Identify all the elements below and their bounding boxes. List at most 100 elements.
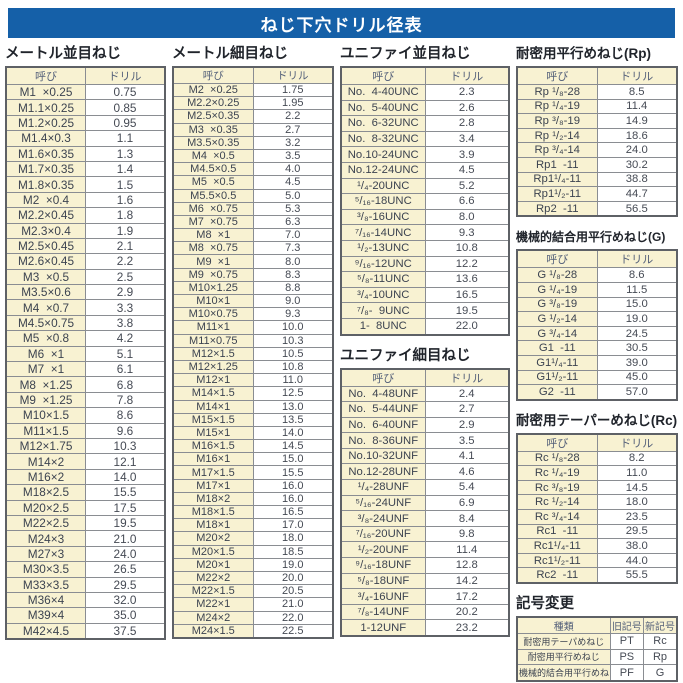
drill-value-cell: 13.5 [252,412,334,427]
drill-value-cell: 16.5 [252,504,334,520]
drill-value-cell: 2.6 [424,99,510,117]
drill-value-cell: 3.3 [85,299,166,316]
table-row: M24×3 21.0 [5,530,166,547]
thread-name-cell: M11×1.5 [5,422,86,439]
table-row: ³/₄-10UNC 16.5 [340,286,510,304]
table-row: Rc1 -11 29.5 [516,523,678,540]
thread-name-cell: M7 ×0.75 [172,214,254,230]
drill-value-cell: 14.9 [596,113,678,129]
thread-name-cell: M1.2×0.25 [5,114,86,132]
table-row: G2 -11 57.0 [516,384,678,401]
column-header: ドリル [424,368,510,387]
thread-name-cell: M1.8×0.35 [5,176,86,193]
drill-value-cell: 2.7 [424,401,510,418]
table-row: No. 6-40UNF 2.9 [340,416,510,434]
column-header: 呼び [340,66,426,85]
drill-value-cell: 7.8 [85,391,166,409]
header-row: 呼び ドリル [516,249,678,269]
header-row: 呼び ドリル [5,66,166,85]
table-row: Rp2 -11 56.5 [516,200,678,217]
metric-fine-table: 呼び ドリル M2 ×0.25 1.75 M2.2×0.25 1.95 M2.5×0.35 2… [172,66,334,639]
thread-name-cell: M5 ×0.8 [5,330,86,347]
drill-value-cell: 18.5 [252,544,334,559]
thread-name-cell: ⁵/₈-18UNF [340,572,426,590]
drill-value-cell: 11.4 [596,98,678,115]
drill-value-cell: Rp [643,648,678,666]
metric-coarse-section: メートル並目ねじ 呼び ドリル M1 ×0.25 0.75 M1.1×0.25 0.85 M… [5,44,166,641]
table-row: M20×2.5 17.5 [5,499,166,516]
drill-value-cell: 9.3 [424,224,510,241]
thread-name-cell: M9 ×1 [172,254,254,269]
drill-value-cell: 30.5 [596,340,678,356]
drill-value-cell: 9.8 [424,525,510,543]
table-row: M7 ×1 6.1 [5,361,166,378]
drill-value-cell: 32.0 [85,591,166,609]
drill-value-cell: 15.0 [596,296,678,313]
thread-name-cell: ⁵/₁₆-18UNC [340,193,426,210]
thread-name-cell: M5 ×0.5 [172,175,254,190]
thread-name-cell: ¹/₂-20UNF [340,541,426,559]
drill-value-cell: 9.6 [85,422,166,439]
table-row: G ³/₄-14 24.5 [516,325,678,342]
drill-value-cell: 13.6 [424,271,510,288]
drill-value-cell: 4.1 [424,447,510,465]
drill-value-cell: 14.5 [596,479,678,496]
table-row: Rp ¹/₂-14 18.6 [516,127,678,144]
thread-name-cell: No.10-32UNF [340,447,426,465]
thread-name-cell: M6 ×0.75 [172,201,254,216]
header-row: 呼び ドリル [340,368,510,387]
thread-name-cell: M8 ×1.25 [5,376,86,393]
table-row: Rc1¹/₄-11 38.0 [516,538,678,554]
table-row: M14×1.5 12.5 [172,386,334,401]
drill-value-cell: 11.0 [596,465,678,481]
drill-value-cell: 22.0 [252,610,334,625]
thread-name-cell: M2.5×0.35 [172,109,254,124]
table-row: M3 ×0.35 2.7 [172,122,334,137]
thread-name-cell: M12×1 [172,373,254,388]
thread-name-cell: M24×2 [172,610,254,625]
thread-name-cell: No.12-28UNF [340,463,426,481]
thread-name-cell: M5.5×0.5 [172,188,254,203]
drill-value-cell: 1.95 [252,96,334,111]
drill-value-cell: 1.5 [85,176,166,193]
table-row: No.12-24UNC 4.5 [340,161,510,179]
table-row: ³/₈-24UNF 8.4 [340,510,510,527]
thread-name-cell: ³/₄-10UNC [340,286,426,304]
table-row: 耐密用テーパめねじ PT Rc [516,633,678,650]
thread-name-cell: Rc1¹/₄-11 [516,538,598,554]
thread-name-cell: G ¹/₈-28 [516,267,598,283]
drill-value-cell: 9.0 [252,293,334,309]
drill-value-cell: 9.3 [252,307,334,322]
drill-value-cell: Rc [643,633,678,650]
table-row: 耐密用平行めねじ PS Rp [516,648,678,666]
table-row: M2 ×0.25 1.75 [172,82,334,98]
thread-name-cell: M16×1 [172,452,254,467]
table-row: M27×3 24.0 [5,545,166,563]
table-row: M16×2 14.0 [5,468,166,486]
thread-name-cell: M12×1.75 [5,437,86,455]
table-row: M4 ×0.7 3.3 [5,299,166,316]
column-header: 呼び [516,66,598,85]
table-row: M8 ×1 7.0 [172,228,334,243]
drill-value-cell: 17.5 [85,499,166,516]
drill-value-cell: 15.0 [252,452,334,467]
drill-value-cell: 16.0 [252,491,334,507]
drill-value-cell: 24.5 [596,325,678,342]
drill-value-cell: 23.2 [424,619,510,637]
thread-name-cell: 耐密用平行めねじ [516,648,611,666]
thread-name-cell: M10×0.75 [172,307,254,322]
table-row: M20×1.5 18.5 [172,544,334,559]
drill-value-cell: 21.0 [252,597,334,612]
drill-value-cell: 2.2 [252,109,334,124]
table-row: M9 ×1.25 7.8 [5,391,166,409]
thread-name-cell: Rc ³/₄-14 [516,509,598,525]
drill-value-cell: 10.0 [252,320,334,335]
drill-value-cell: 8.6 [85,407,166,424]
table-row: M2.2×0.25 1.95 [172,96,334,111]
table-row: ⁹/₁₆-18UNF 12.8 [340,557,510,574]
drill-value-cell: 39.0 [596,354,678,371]
thread-name-cell: No. 6-32UNC [340,115,426,132]
table-row: M20×1 19.0 [172,557,334,572]
drill-value-cell: 17.0 [252,518,334,533]
drill-value-cell: 55.5 [596,567,678,584]
